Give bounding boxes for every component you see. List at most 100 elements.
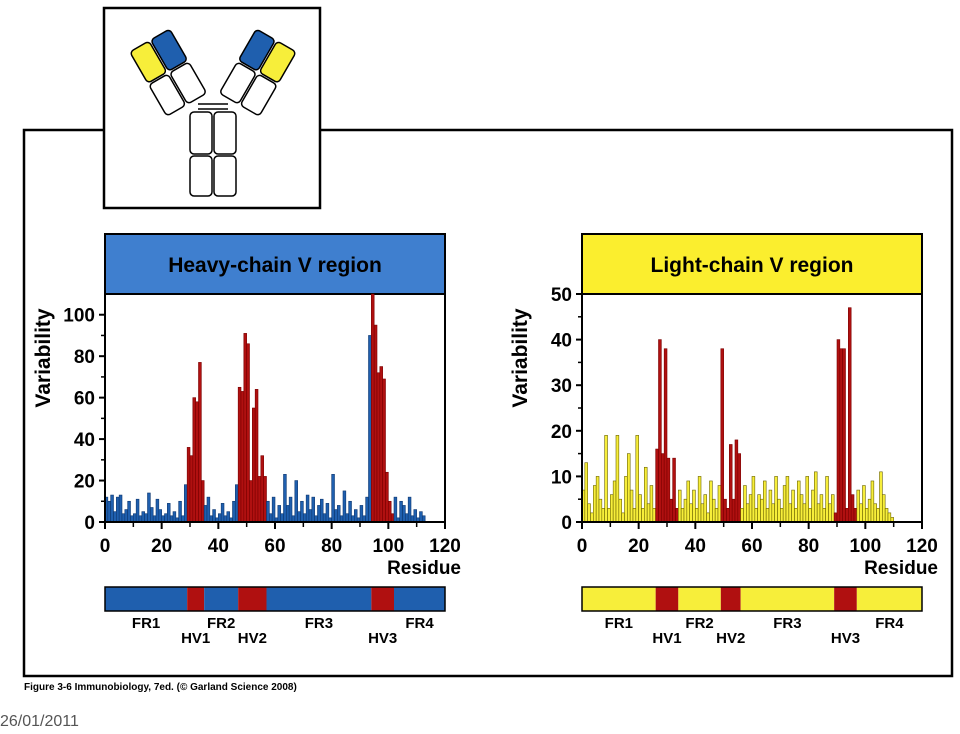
light-x-tick-label: 100 xyxy=(849,536,881,557)
light-region-hv3 xyxy=(834,587,857,611)
light-bar xyxy=(819,494,824,523)
heavy-chart-header xyxy=(104,233,446,295)
heavy-x-tick-label: 40 xyxy=(208,536,229,557)
heavy-bar xyxy=(135,498,140,523)
heavy-region-hv1 xyxy=(187,587,205,611)
light-bar xyxy=(765,508,770,523)
light-x-tick-label: 60 xyxy=(741,536,762,557)
light-bar xyxy=(604,435,608,523)
heavy-region-fr2 xyxy=(204,587,239,611)
light-bar xyxy=(706,512,710,523)
light-bar xyxy=(731,498,736,523)
light-bar xyxy=(822,508,826,523)
heavy-x-tick-label: 60 xyxy=(264,536,285,557)
heavy-bar xyxy=(220,503,225,523)
light-bar xyxy=(607,508,611,523)
slide-date: 26/01/2011 xyxy=(0,713,79,730)
light-region-fr4 xyxy=(856,587,922,611)
light-region-fr2 xyxy=(678,587,721,611)
heavy-bar xyxy=(203,505,208,523)
heavy-bar xyxy=(167,503,171,523)
light-bar xyxy=(785,476,790,523)
light-bar xyxy=(831,494,835,523)
heavy-x-tick-label: 20 xyxy=(151,536,172,557)
heavy-bar xyxy=(212,509,216,523)
heavy-bar xyxy=(300,500,304,523)
light-bar xyxy=(748,494,753,523)
heavy-bar xyxy=(155,498,160,523)
light-bar xyxy=(802,503,807,523)
light-bar xyxy=(780,508,784,523)
light-bar xyxy=(587,503,591,523)
light-region-label-fr4: FR4 xyxy=(875,615,904,632)
heavy-bar xyxy=(249,480,253,523)
heavy-region-fr1 xyxy=(105,587,188,611)
light-bar xyxy=(867,498,872,523)
heavy-bar xyxy=(235,484,239,523)
heavy-bar xyxy=(407,496,412,523)
heavy-bar xyxy=(382,378,386,523)
light-bar xyxy=(853,508,858,523)
light-bar xyxy=(655,448,659,523)
light-x-tick-label: 40 xyxy=(685,536,706,557)
light-bar xyxy=(859,503,863,523)
light-bar xyxy=(777,498,781,523)
heavy-bar xyxy=(345,513,349,523)
light-bar xyxy=(850,494,855,523)
light-bar xyxy=(632,508,637,523)
light-bar xyxy=(760,498,764,523)
heavy-region-hv3 xyxy=(371,587,394,611)
light-bar xyxy=(771,503,775,523)
heavy-region-label-fr2: FR2 xyxy=(207,615,235,632)
heavy-bar xyxy=(218,513,222,523)
heavy-bar xyxy=(288,496,293,523)
heavy-bar xyxy=(305,494,310,523)
light-bar xyxy=(873,503,877,523)
light-bar xyxy=(678,489,682,523)
light-bar xyxy=(797,480,801,523)
heavy-bar xyxy=(385,471,389,523)
light-bar xyxy=(825,476,829,523)
light-bar xyxy=(720,348,724,523)
light-region-label-hv3: HV3 xyxy=(831,630,860,647)
heavy-bar xyxy=(118,494,123,523)
heavy-bar xyxy=(413,509,417,523)
heavy-bar xyxy=(271,496,276,523)
light-bar xyxy=(751,476,756,523)
heavy-y-tick-label: 80 xyxy=(74,347,95,368)
heavy-bar xyxy=(371,293,375,523)
light-bar xyxy=(638,494,642,523)
heavy-bar xyxy=(172,511,177,523)
heavy-bar xyxy=(243,333,247,523)
heavy-bar xyxy=(121,513,126,523)
heavy-bar xyxy=(127,500,131,523)
heavy-bar xyxy=(252,407,256,523)
light-bar xyxy=(887,512,892,523)
heavy-bar xyxy=(390,513,395,523)
heavy-bar xyxy=(368,335,372,523)
light-bar xyxy=(692,489,696,523)
light-bar xyxy=(661,453,665,523)
heavy-bar xyxy=(354,509,358,523)
heavy-region-label-hv3: HV3 xyxy=(368,630,397,647)
heavy-chart-title: Heavy-chain V region xyxy=(168,254,382,277)
light-region-fr1 xyxy=(582,587,656,611)
heavy-bar xyxy=(263,476,267,523)
light-bar xyxy=(794,508,798,523)
light-bar xyxy=(799,494,804,523)
light-bar xyxy=(833,512,838,523)
heavy-bar xyxy=(405,513,409,523)
heavy-bar xyxy=(116,496,120,523)
light-y-axis-label: Variability xyxy=(509,308,532,408)
heavy-bar xyxy=(311,496,315,523)
heavy-bar xyxy=(144,513,148,523)
light-bar xyxy=(740,508,744,523)
heavy-bar xyxy=(277,505,281,523)
light-bar xyxy=(842,348,846,523)
light-region-label-fr3: FR3 xyxy=(773,615,801,632)
light-bar xyxy=(726,508,730,523)
light-bar xyxy=(703,494,707,523)
heavy-bar xyxy=(388,500,392,523)
heavy-bar xyxy=(201,480,205,523)
heavy-bar xyxy=(294,480,298,523)
